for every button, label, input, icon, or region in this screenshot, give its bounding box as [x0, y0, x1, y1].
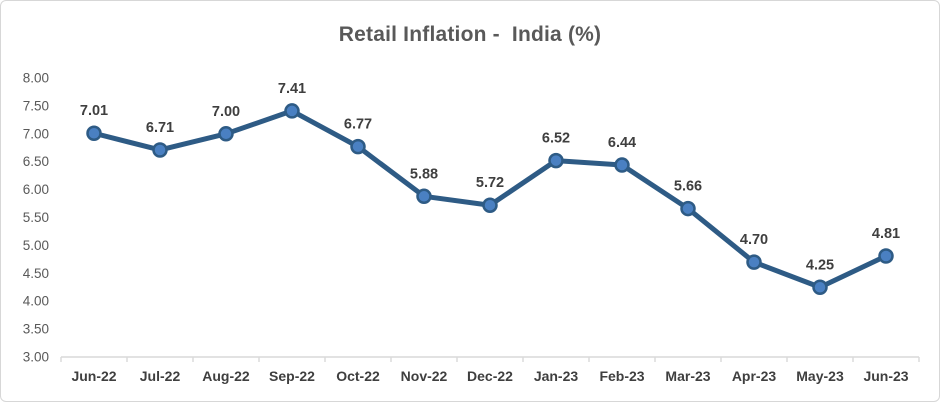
x-axis-category-label: Apr-23	[732, 368, 777, 384]
data-point-label: 5.88	[410, 166, 438, 182]
data-point-label: 6.52	[542, 131, 570, 147]
data-point-marker	[878, 248, 894, 264]
x-axis-category-label: Nov-22	[401, 368, 448, 384]
data-point-label: 7.00	[212, 104, 240, 120]
data-point-label: 6.71	[146, 120, 174, 136]
y-axis-tick-label: 6.00	[23, 182, 49, 197]
y-axis-tick-label: 4.00	[23, 294, 49, 309]
data-point-marker	[614, 157, 630, 173]
y-axis-tick-label: 7.00	[23, 126, 49, 141]
y-axis-tick-label: 3.50	[23, 322, 49, 337]
x-axis-category-label: Jun-23	[863, 368, 908, 384]
data-point-marker	[86, 125, 102, 141]
chart-title: Retail Inflation - India (%)	[338, 23, 602, 46]
y-axis-tick-label: 7.50	[23, 98, 49, 113]
data-point-marker	[416, 188, 432, 205]
y-axis-tick-label: 3.00	[23, 350, 49, 365]
x-axis-category-label: Aug-22	[202, 368, 250, 384]
data-point-marker	[746, 254, 762, 270]
x-axis-category-label: Jun-22	[71, 368, 116, 384]
data-point-marker	[482, 197, 498, 213]
x-axis-category-label: Mar-23	[665, 368, 710, 384]
x-axis-category-label: May-23	[796, 368, 844, 384]
y-axis-tick-label: 4.50	[23, 266, 49, 281]
data-point-marker	[680, 200, 696, 217]
data-point-label: 5.66	[674, 179, 702, 195]
y-axis-tick-label: 5.50	[23, 210, 49, 225]
data-point-label: 6.44	[608, 135, 636, 151]
y-axis-tick-label: 8.00	[23, 71, 49, 86]
data-point-marker	[548, 152, 564, 169]
data-point-marker	[284, 103, 300, 119]
x-axis-category-label: Jan-23	[534, 368, 579, 384]
data-point-label: 5.72	[476, 175, 504, 191]
data-point-label: 4.25	[806, 257, 834, 273]
x-axis-category-label: Feb-23	[599, 368, 644, 384]
x-axis-category-label: Sep-22	[269, 368, 315, 384]
data-point-marker	[350, 138, 366, 155]
x-axis-category-label: Dec-22	[467, 368, 513, 384]
y-axis-tick-label: 6.50	[23, 154, 49, 169]
data-point-label: 7.01	[80, 103, 108, 119]
data-point-label: 7.41	[278, 81, 306, 97]
x-axis-category-label: Jul-22	[140, 368, 181, 384]
data-point-marker	[152, 142, 168, 158]
x-axis-category-label: Oct-22	[336, 368, 380, 384]
data-point-marker	[218, 126, 234, 142]
data-point-label: 4.70	[740, 232, 768, 248]
data-point-label: 4.81	[872, 226, 900, 242]
data-point-marker	[812, 279, 828, 295]
data-point-label: 6.77	[344, 117, 372, 133]
y-axis-tick-label: 5.00	[23, 238, 49, 253]
